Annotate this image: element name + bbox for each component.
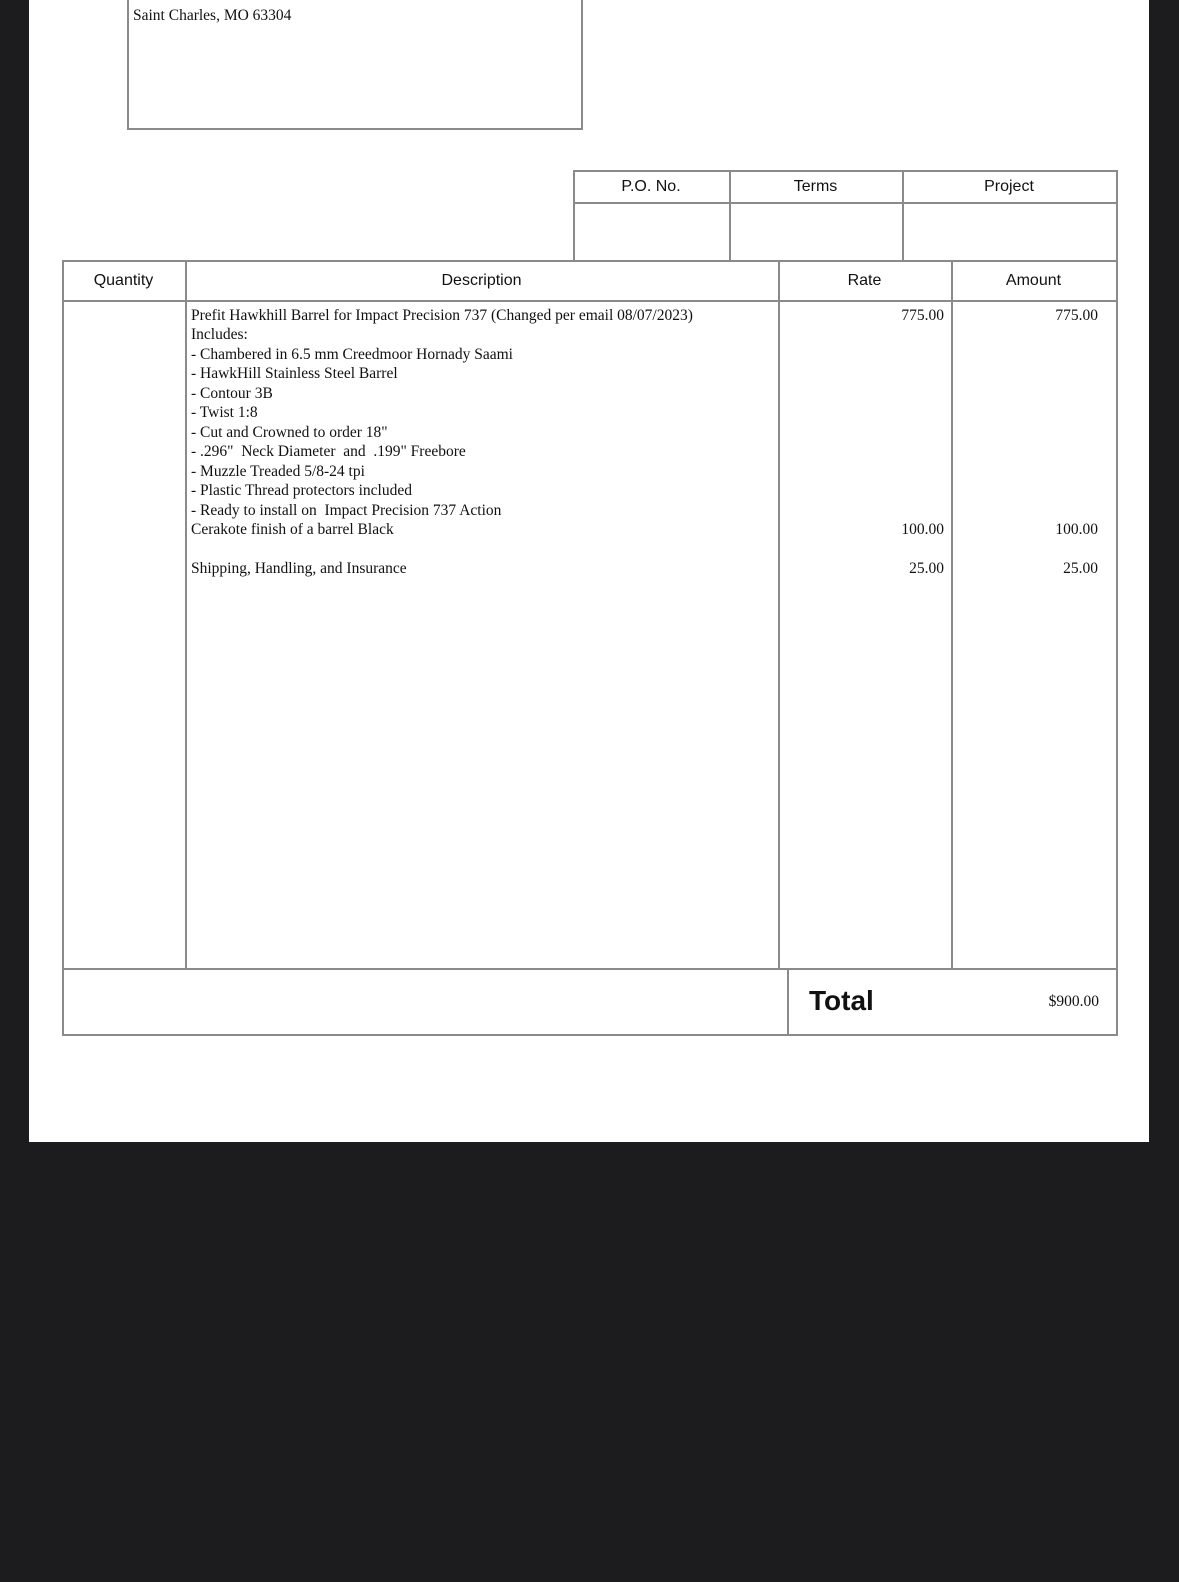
amount: 100.00 (1055, 520, 1098, 538)
items-divider (778, 260, 780, 970)
po-header: Terms (793, 178, 838, 195)
description-line: - .296" Neck Diameter and .199" Freebore (191, 443, 466, 461)
total-amount: $900.00 (1048, 993, 1099, 1010)
description-line: - Contour 3B (191, 384, 273, 402)
amount: 25.00 (1063, 559, 1098, 577)
address-box (127, 0, 583, 130)
description-line: - Ready to install on Impact Precision 7… (191, 501, 502, 519)
column-header: Description (441, 272, 522, 289)
rate: 775.00 (901, 307, 944, 324)
column-header: Rate (847, 272, 882, 289)
invoice-page (29, 0, 1149, 1142)
column-header: Quantity (93, 272, 154, 289)
rate: 25.00 (909, 559, 944, 577)
items-header-line (62, 300, 1118, 302)
description-line: - HawkHill Stainless Steel Barrel (191, 365, 398, 383)
rate: 100.00 (901, 520, 944, 538)
amount: 775.00 (1055, 307, 1098, 324)
po-divider (902, 170, 904, 262)
total-label: Total (809, 985, 874, 1016)
description-line: - Plastic Thread protectors included (191, 482, 412, 500)
description-line: Cerakote finish of a barrel Black (191, 520, 394, 538)
description-line: Prefit Hawkhill Barrel for Impact Precis… (191, 307, 693, 324)
description-line: Shipping, Handling, and Insurance (191, 559, 407, 577)
po-header-line (573, 202, 1118, 204)
description-line: - Cut and Crowned to order 18" (191, 423, 388, 441)
description-line: Includes: (191, 326, 248, 344)
total-divider (787, 968, 789, 1036)
po-header: Project (984, 178, 1034, 195)
items-divider (185, 260, 187, 970)
column-header: Amount (1005, 272, 1062, 289)
po-header: P.O. No. (621, 178, 681, 195)
total-row (62, 968, 1118, 1036)
description-line: - Chambered in 6.5 mm Creedmoor Hornady … (191, 345, 513, 363)
address-line: Saint Charles, MO 63304 (133, 7, 292, 24)
po-divider (729, 170, 731, 262)
description-line: - Twist 1:8 (191, 404, 258, 422)
description-line: - Muzzle Treaded 5/8-24 tpi (191, 462, 365, 480)
items-divider (951, 260, 953, 970)
